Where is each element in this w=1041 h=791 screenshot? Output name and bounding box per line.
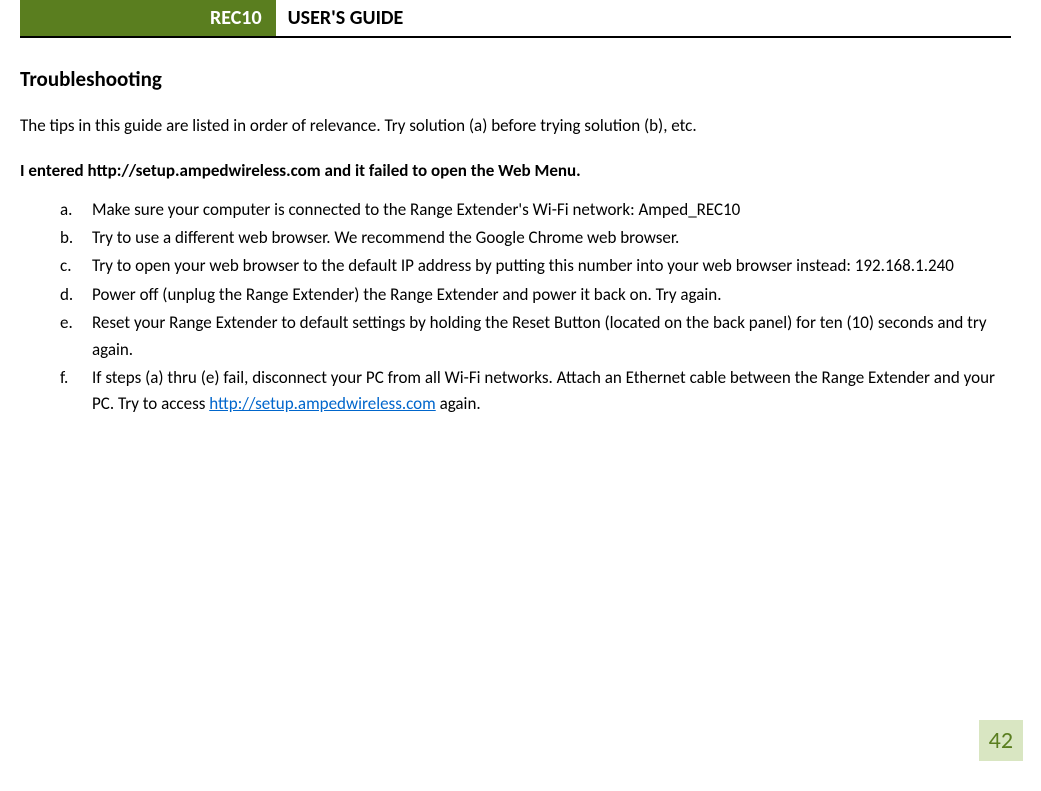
list-text: Try to use a different web browser. We r… — [92, 227, 679, 248]
document-header: REC10 USER'S GUIDE — [20, 0, 1011, 38]
header-spacer — [20, 0, 200, 36]
page-number: 42 — [979, 720, 1023, 761]
list-item: e. Reset your Range Extender to default … — [60, 310, 1011, 363]
problem-heading: I entered http://setup.ampedwireless.com… — [20, 160, 1011, 181]
list-marker: c. — [60, 253, 71, 279]
list-item: d. Power off (unplug the Range Extender)… — [60, 282, 1011, 308]
document-content: Troubleshooting The tips in this guide a… — [0, 38, 1041, 418]
intro-text: The tips in this guide are listed in ord… — [20, 114, 1011, 138]
list-marker: f. — [60, 365, 68, 391]
solution-list: a. Make sure your computer is connected … — [20, 197, 1011, 418]
list-item: f. If steps (a) thru (e) fail, disconnec… — [60, 365, 1011, 418]
guide-title: USER'S GUIDE — [276, 0, 404, 36]
list-marker: d. — [60, 282, 73, 308]
list-text: Make sure your computer is connected to … — [92, 199, 740, 220]
list-text: Reset your Range Extender to default set… — [92, 312, 987, 359]
list-marker: a. — [60, 197, 72, 223]
section-title: Troubleshooting — [20, 66, 1011, 92]
list-item: b. Try to use a different web browser. W… — [60, 225, 1011, 251]
setup-link[interactable]: http://setup.ampedwireless.com — [209, 393, 436, 414]
list-item: a. Make sure your computer is connected … — [60, 197, 1011, 223]
list-marker: e. — [60, 310, 73, 336]
product-label: REC10 — [200, 0, 276, 36]
list-text: Try to open your web browser to the defa… — [92, 255, 954, 276]
list-marker: b. — [60, 225, 73, 251]
list-text: Power off (unplug the Range Extender) th… — [92, 284, 722, 305]
list-item: c. Try to open your web browser to the d… — [60, 253, 1011, 279]
list-text-after: again. — [436, 393, 481, 414]
